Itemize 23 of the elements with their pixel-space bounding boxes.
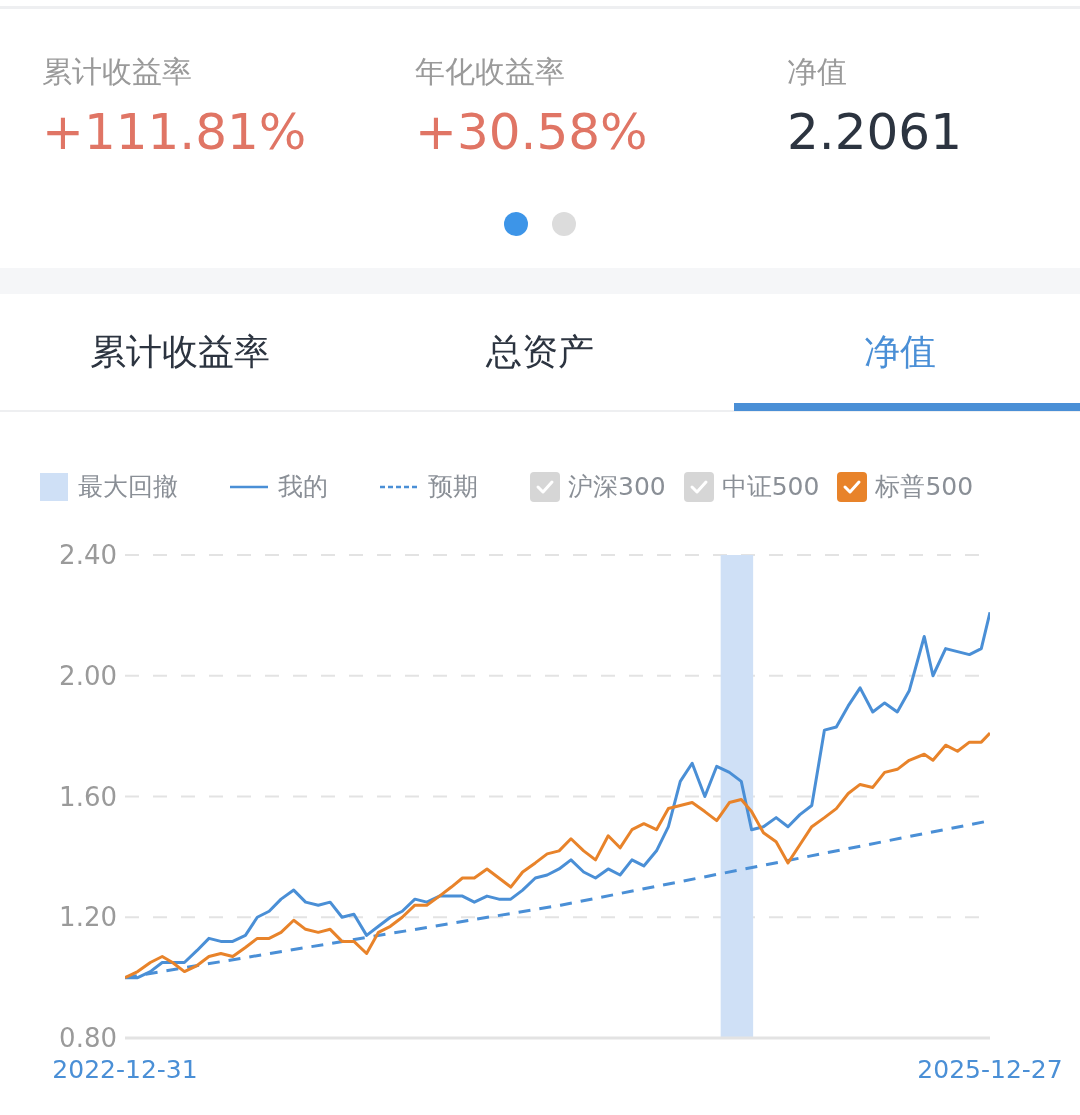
y-tick-label: 2.40 [59,540,117,571]
text: +30.58% [415,102,648,162]
y-tick-label: 1.20 [59,902,117,933]
text: 累计收益率 [89,330,271,374]
text: 2.2061 [787,102,962,162]
legend-label: 标普500 [875,471,974,503]
y-tick-label: 0.80 [59,1023,117,1054]
y-tick-label: 2.00 [59,660,117,691]
legend-label: 预期 [428,471,478,503]
text: 净值 [787,54,847,90]
text: 年化收益率 [415,54,565,90]
line-series [125,731,990,980]
legend-label: 中证500 [721,471,820,503]
legend-label: 沪深300 [568,471,666,503]
text: +111.81% [42,102,307,162]
y-tick-label: 1.60 [59,781,117,812]
text: 净值 [863,330,937,374]
text: 总资产 [485,330,595,374]
text: 累计收益率 [42,54,192,90]
x-tick-label: 2025-12-27 [917,1054,1063,1084]
x-tick-label: 2022-12-31 [52,1054,198,1084]
legend-label: 我的 [278,471,328,503]
legend-label: 最大回撤 [78,471,178,503]
